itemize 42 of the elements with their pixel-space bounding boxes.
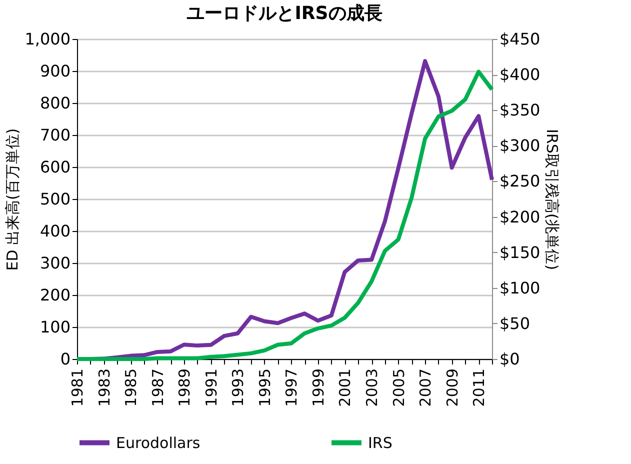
x-tick-label: 1985 xyxy=(122,368,140,407)
x-tick-label: 1993 xyxy=(229,368,248,407)
y2-axis-title: IRS取引残高(兆単位) xyxy=(543,128,562,270)
legend-label: IRS xyxy=(368,434,392,452)
y2-tick-label: $300 xyxy=(500,136,540,156)
x-tick-label: 1987 xyxy=(148,368,167,407)
x-tick-label: 1995 xyxy=(256,368,274,407)
x-tick-label: 2011 xyxy=(470,368,488,407)
y2-tick-label: $50 xyxy=(500,314,530,333)
x-tick-label: 1989 xyxy=(176,368,194,407)
legend-label: Eurodollars xyxy=(116,434,200,452)
y-axis-title: ED 出来高(百万単位) xyxy=(4,128,22,271)
y2-tick-label: $200 xyxy=(500,207,540,226)
y2-tick-label: $450 xyxy=(500,30,540,48)
x-tick-label: 1991 xyxy=(202,368,220,407)
chart-title: ユーロドルとIRSの成長 xyxy=(186,3,382,24)
x-tick-label: 1999 xyxy=(309,368,328,407)
x-tick-label: 2003 xyxy=(363,368,382,407)
x-tick-label: 1997 xyxy=(282,368,301,407)
y2-tick-label: $250 xyxy=(500,172,540,191)
y-tick-label: 700 xyxy=(40,126,70,144)
y-tick-label: 600 xyxy=(40,158,70,176)
x-tick-label: 2009 xyxy=(443,368,462,407)
y-tick-label: 300 xyxy=(40,254,70,272)
x-tick-label: 1983 xyxy=(95,368,114,407)
y2-tick-label: $350 xyxy=(500,100,540,120)
y-tick-label: 1,000 xyxy=(24,30,70,48)
y-tick-label: 100 xyxy=(40,318,70,336)
x-tick-label: 2005 xyxy=(390,368,408,407)
y-tick-label: 200 xyxy=(40,286,70,304)
x-tick-label: 2007 xyxy=(416,368,435,407)
y-tick-label: 400 xyxy=(40,222,70,240)
y2-tick-label: $100 xyxy=(500,278,540,298)
y2-tick-label: $400 xyxy=(500,65,540,84)
y-tick-label: 900 xyxy=(40,62,70,80)
y2-tick-label: $150 xyxy=(500,242,540,262)
y2-tick-label: $0 xyxy=(500,350,520,368)
x-tick-label: 2001 xyxy=(336,368,354,407)
y-tick-label: 500 xyxy=(40,190,70,208)
y-tick-label: 0 xyxy=(60,350,70,368)
x-tick-label: 1981 xyxy=(68,368,86,407)
y-tick-label: 800 xyxy=(40,94,70,112)
